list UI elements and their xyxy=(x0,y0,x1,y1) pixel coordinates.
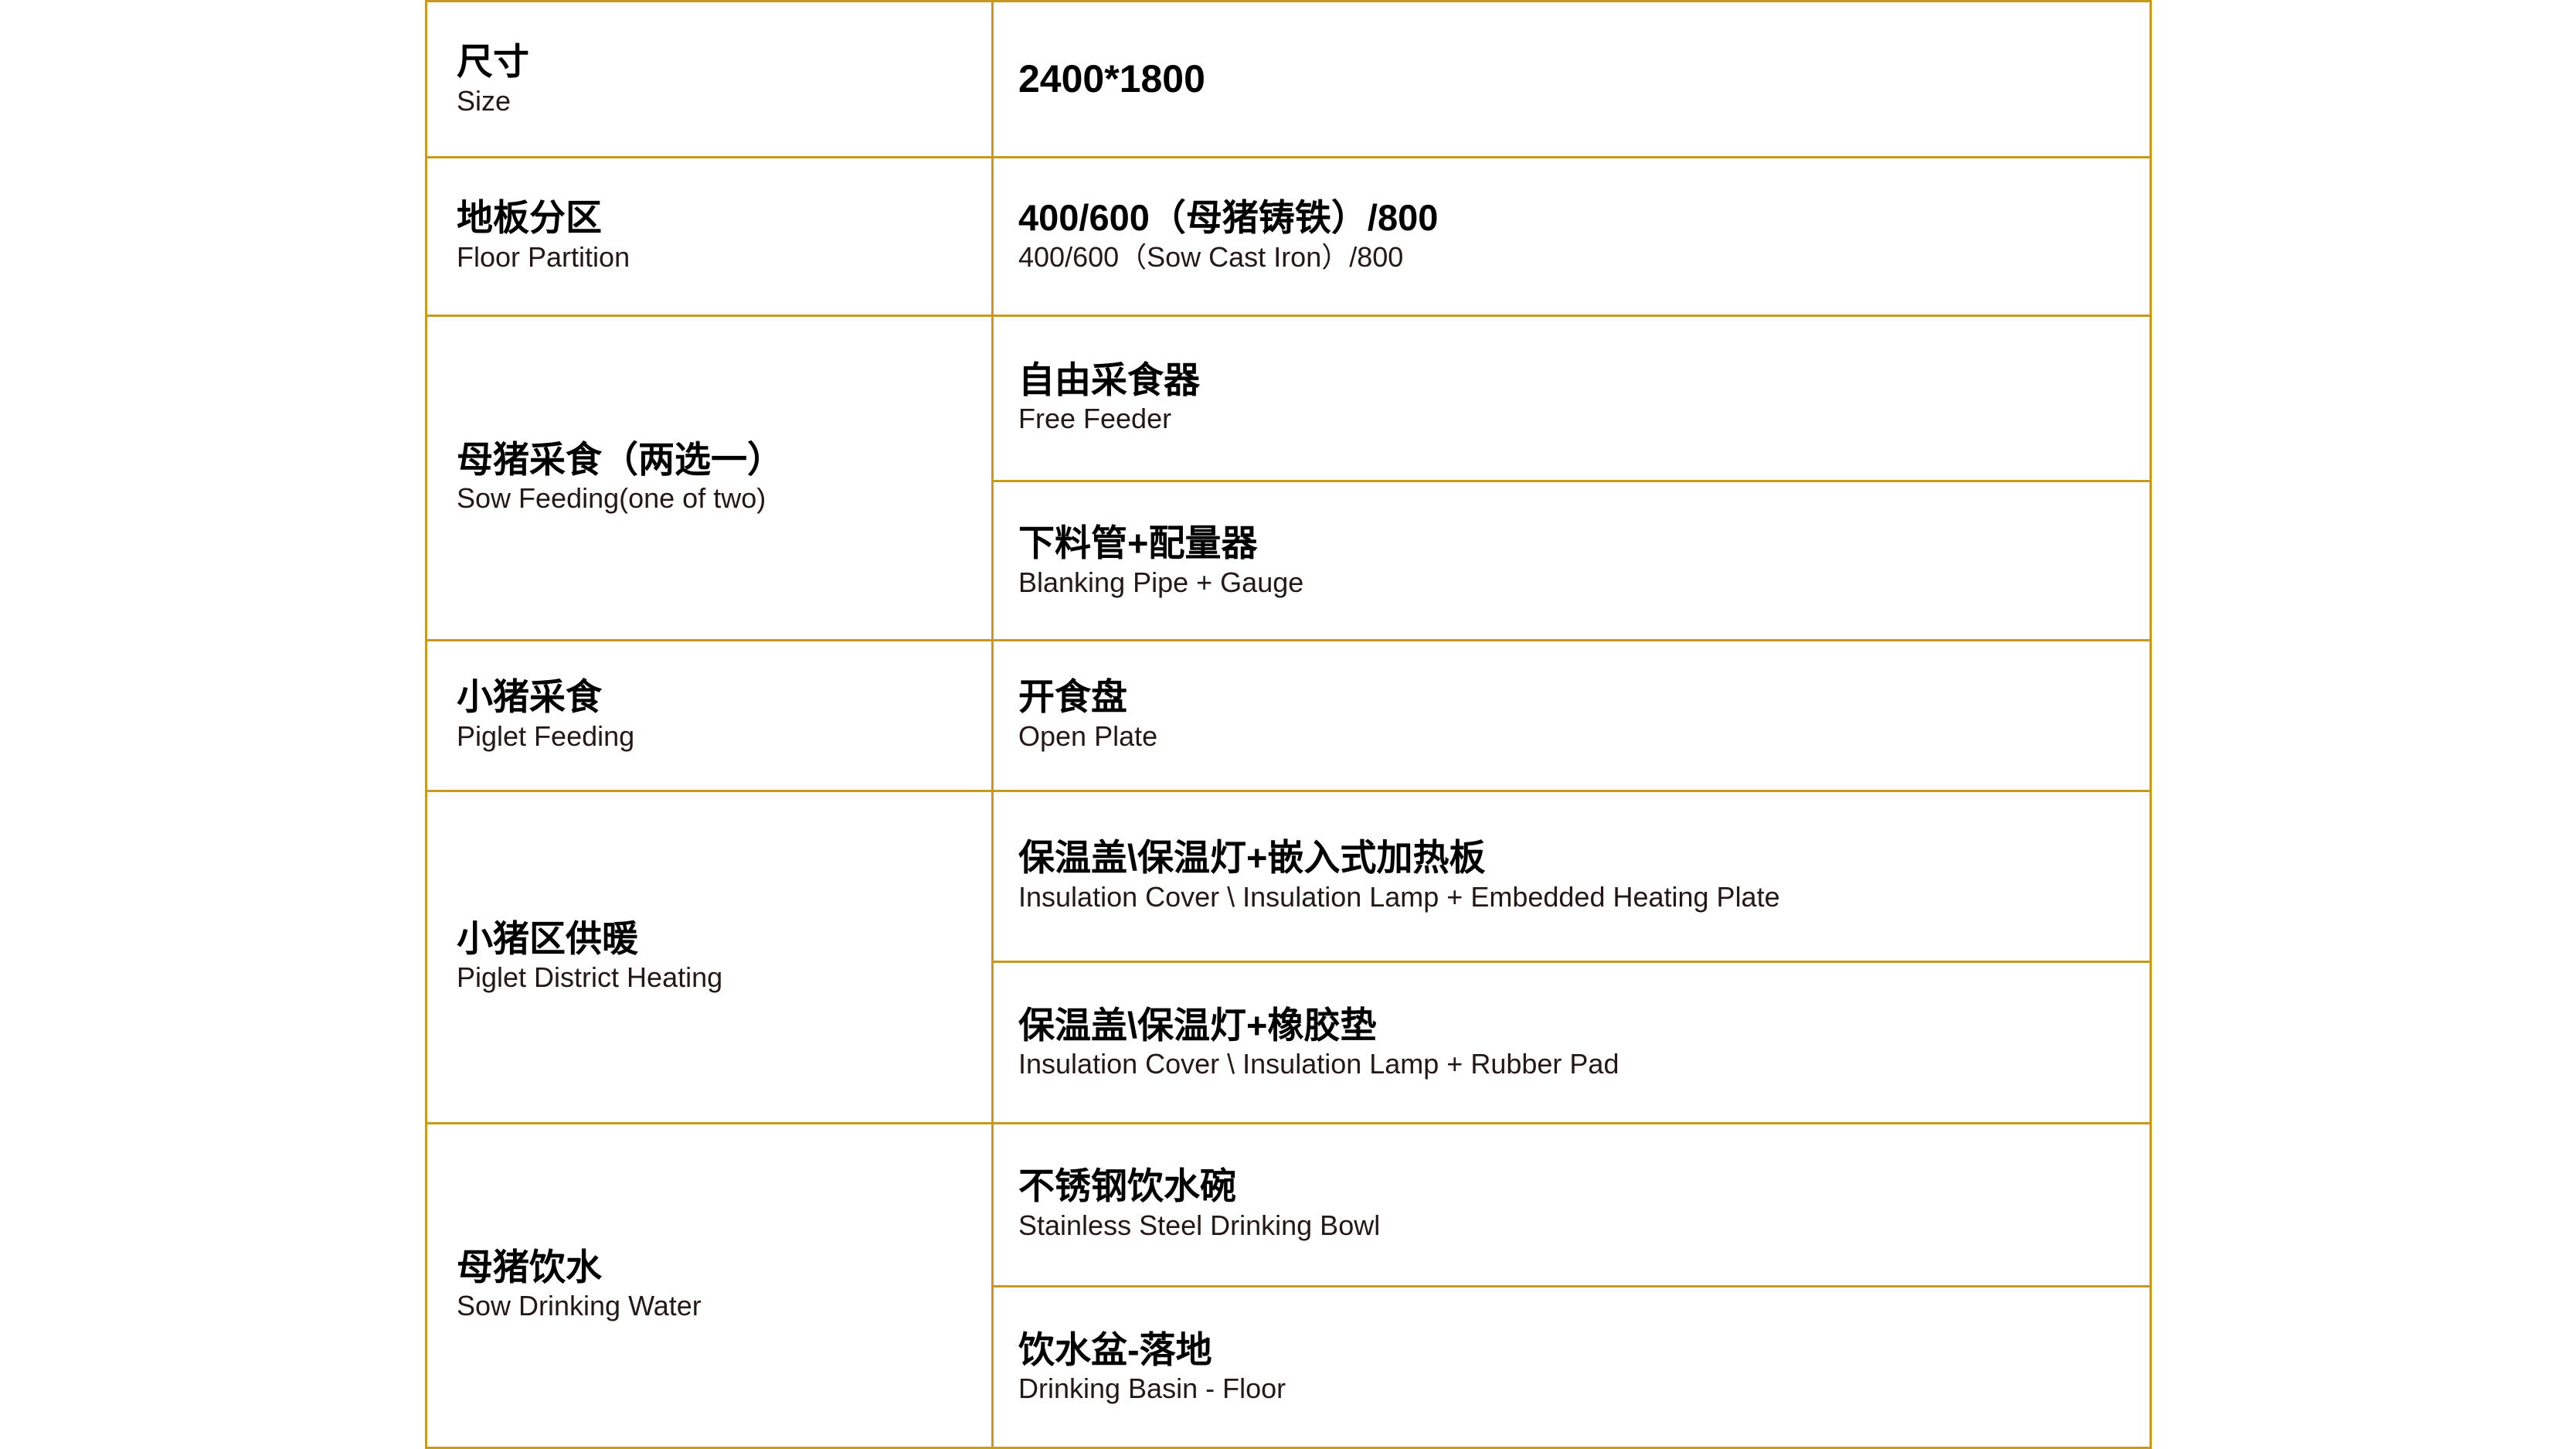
row-label-cn: 尺寸 xyxy=(457,41,529,82)
table-row: 小猪区供暖 Piglet District Heating 保温盖\保温灯+嵌入… xyxy=(427,790,2149,1124)
row-value-floor-partition: 400/600（母猪铸铁）/800 400/600（Sow Cast Iron）… xyxy=(994,156,2149,315)
value-cn: 保温盖\保温灯+橡胶垫 xyxy=(1018,1004,1377,1046)
row-label-en: Size xyxy=(457,84,511,117)
row-label-cn: 母猪采食（两选一） xyxy=(457,438,783,480)
value-en: Drinking Basin - Floor xyxy=(1018,1372,1286,1405)
value-cn: 不锈钢饮水碗 xyxy=(1018,1165,1236,1206)
value-option: 不锈钢饮水碗 Stainless Steel Drinking Bowl xyxy=(994,1122,2149,1285)
row-label-cn: 小猪采食 xyxy=(457,676,602,717)
row-value-sow-drinking-water: 不锈钢饮水碗 Stainless Steel Drinking Bowl 饮水盆… xyxy=(994,1122,2149,1447)
table-row: 地板分区 Floor Partition 400/600（母猪铸铁）/800 4… xyxy=(427,156,2149,317)
value-option: 下料管+配量器 Blanking Pipe + Gauge xyxy=(994,480,2149,639)
row-label-en: Piglet District Heating xyxy=(457,961,723,994)
value-cn: 下料管+配量器 xyxy=(1018,522,1258,563)
value-option: 保温盖\保温灯+橡胶垫 Insulation Cover \ Insulatio… xyxy=(994,961,2149,1122)
table-row: 尺寸 Size 2400*1800 xyxy=(427,0,2149,158)
value-cn: 自由采食器 xyxy=(1018,359,1200,400)
row-label-en: Sow Feeding(one of two) xyxy=(457,482,766,515)
row-label-sow-feeding: 母猪采食（两选一） Sow Feeding(one of two) xyxy=(427,315,994,639)
row-label-cn: 小猪区供暖 xyxy=(457,917,638,959)
value-en: Stainless Steel Drinking Bowl xyxy=(1018,1209,1381,1241)
value-option: 开食盘 Open Plate xyxy=(994,639,2149,790)
row-value-piglet-district-heating: 保温盖\保温灯+嵌入式加热板 Insulation Cover \ Insula… xyxy=(994,790,2149,1122)
row-label-piglet-district-heating: 小猪区供暖 Piglet District Heating xyxy=(427,790,994,1122)
value-option: 保温盖\保温灯+嵌入式加热板 Insulation Cover \ Insula… xyxy=(994,790,2149,961)
value-en: 400/600（Sow Cast Iron）/800 xyxy=(1018,240,1404,273)
value-cn: 饮水盆-落地 xyxy=(1018,1328,1212,1370)
table-row: 母猪采食（两选一） Sow Feeding(one of two) 自由采食器 … xyxy=(427,315,2149,641)
value-option: 饮水盆-落地 Drinking Basin - Floor xyxy=(994,1285,2149,1447)
row-label-cn: 地板分区 xyxy=(457,197,602,238)
row-value-piglet-feeding: 开食盘 Open Plate xyxy=(994,639,2149,790)
product-specification-table: 尺寸 Size 2400*1800 地板分区 Floor Partition 4… xyxy=(425,0,2152,1449)
row-label-floor-partition: 地板分区 Floor Partition xyxy=(427,156,994,315)
table-row: 小猪采食 Piglet Feeding 开食盘 Open Plate xyxy=(427,639,2149,792)
row-label-en: Sow Drinking Water xyxy=(457,1290,702,1322)
value-en: Insulation Cover \ Insulation Lamp + Emb… xyxy=(1018,880,1780,913)
value-option: 自由采食器 Free Feeder xyxy=(994,315,2149,480)
value-option: 400/600（母猪铸铁）/800 400/600（Sow Cast Iron）… xyxy=(994,156,2149,315)
row-label-en: Floor Partition xyxy=(457,240,630,273)
row-label-cn: 母猪饮水 xyxy=(457,1246,602,1287)
row-label-sow-drinking-water: 母猪饮水 Sow Drinking Water xyxy=(427,1122,994,1447)
row-label-size: 尺寸 Size xyxy=(427,2,994,156)
row-label-en: Piglet Feeding xyxy=(457,719,635,752)
value-cn: 开食盘 xyxy=(1018,676,1127,717)
value-en: Blanking Pipe + Gauge xyxy=(1018,566,1304,598)
value-cn: 2400*1800 xyxy=(1018,56,1205,100)
value-cn: 400/600（母猪铸铁）/800 xyxy=(1018,197,1439,238)
table-row: 母猪饮水 Sow Drinking Water 不锈钢饮水碗 Stainless… xyxy=(427,1122,2149,1449)
value-option: 2400*1800 xyxy=(994,2,2149,156)
row-label-piglet-feeding: 小猪采食 Piglet Feeding xyxy=(427,639,994,790)
row-value-size: 2400*1800 xyxy=(994,2,2149,156)
row-value-sow-feeding: 自由采食器 Free Feeder 下料管+配量器 Blanking Pipe … xyxy=(994,315,2149,639)
value-en: Free Feeder xyxy=(1018,403,1172,435)
value-en: Insulation Cover \ Insulation Lamp + Rub… xyxy=(1018,1048,1619,1080)
value-cn: 保温盖\保温灯+嵌入式加热板 xyxy=(1018,837,1486,878)
value-en: Open Plate xyxy=(1018,719,1158,752)
